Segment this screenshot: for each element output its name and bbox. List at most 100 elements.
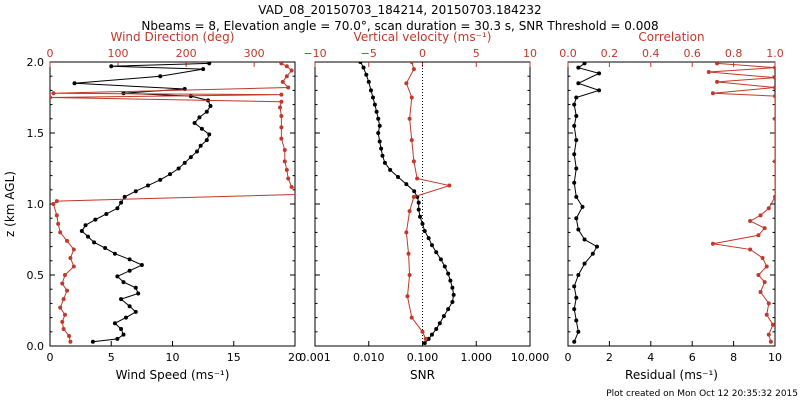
data-point bbox=[574, 95, 579, 100]
data-point bbox=[380, 153, 385, 158]
data-point bbox=[103, 246, 108, 251]
data-point bbox=[109, 64, 114, 69]
data-point bbox=[379, 146, 384, 151]
data-point bbox=[582, 261, 587, 266]
data-point bbox=[119, 200, 124, 205]
x-tick-label: 2 bbox=[606, 351, 613, 364]
data-point bbox=[442, 264, 447, 269]
data-point bbox=[748, 219, 753, 224]
panel-3: 0 2 4 6 8 10 Residual (ms⁻¹) 0.0 0.2 0.4 0.6 0.8 1.0… bbox=[559, 30, 784, 382]
data-point bbox=[146, 183, 150, 188]
data-point bbox=[404, 81, 409, 86]
data-point bbox=[572, 284, 577, 289]
data-point bbox=[62, 312, 67, 317]
data-point bbox=[361, 65, 366, 70]
plot-creation-footer: Plot created on Mon Oct 12 20:35:32 2015 bbox=[606, 389, 798, 399]
data-point bbox=[773, 194, 775, 199]
data-point bbox=[758, 290, 763, 295]
data-point bbox=[71, 247, 76, 252]
data-point bbox=[60, 319, 65, 324]
data-point bbox=[572, 180, 577, 185]
data-point bbox=[127, 268, 132, 273]
data-point bbox=[60, 281, 65, 286]
data-point bbox=[574, 138, 579, 143]
top-tick-label: 0.4 bbox=[642, 47, 660, 60]
data-point bbox=[760, 255, 765, 260]
top-tick-label: 0.0 bbox=[559, 47, 577, 60]
data-point bbox=[576, 65, 581, 70]
data-point bbox=[429, 243, 434, 248]
data-point bbox=[207, 132, 212, 137]
data-point bbox=[406, 251, 411, 256]
y-tick-label: 2.0 bbox=[27, 56, 45, 69]
data-point bbox=[368, 88, 373, 93]
data-point bbox=[590, 251, 595, 256]
x-tick-label: 0 bbox=[47, 351, 54, 364]
data-point bbox=[377, 123, 382, 128]
data-point bbox=[279, 125, 284, 130]
data-point bbox=[434, 326, 439, 331]
data-point bbox=[58, 230, 63, 235]
data-point bbox=[766, 301, 771, 306]
data-point bbox=[423, 336, 428, 341]
series-line bbox=[405, 62, 452, 340]
data-point bbox=[773, 94, 775, 99]
series-line bbox=[74, 62, 212, 343]
top-tick-label: 5 bbox=[473, 47, 480, 60]
data-point bbox=[136, 291, 141, 296]
series-correlation bbox=[706, 62, 775, 344]
data-point bbox=[576, 81, 581, 86]
data-point bbox=[773, 65, 775, 70]
data-point bbox=[192, 121, 197, 126]
data-point bbox=[56, 221, 61, 226]
x-tick-label: 0 bbox=[565, 351, 572, 364]
data-point bbox=[188, 155, 193, 160]
x-tick-label: 1.000 bbox=[461, 351, 493, 364]
top-tick-label: 0.2 bbox=[601, 47, 619, 60]
data-point bbox=[280, 79, 285, 84]
data-point bbox=[372, 102, 377, 107]
x-tick-label: 5 bbox=[108, 351, 115, 364]
data-point bbox=[770, 322, 775, 327]
data-point bbox=[574, 194, 579, 199]
data-point bbox=[407, 209, 412, 214]
data-point bbox=[71, 264, 76, 269]
data-point bbox=[422, 341, 427, 346]
top-axis-label: Correlation bbox=[638, 30, 704, 44]
data-point bbox=[279, 92, 284, 97]
data-point bbox=[764, 312, 769, 317]
data-point bbox=[758, 213, 763, 218]
top-tick-label: 0.6 bbox=[683, 47, 701, 60]
data-point bbox=[446, 271, 451, 276]
data-point bbox=[133, 309, 138, 314]
data-point bbox=[582, 62, 587, 66]
data-point bbox=[416, 200, 421, 205]
series-line bbox=[50, 62, 295, 342]
top-tick-label: 200 bbox=[176, 47, 197, 60]
figure-title: VAD_08_20150703_184214, 20150703.184232 bbox=[258, 3, 541, 17]
panel-2: 0.001 0.010 0.100 1.000 10.000 SNR −10 −5 0 5 10 Ve… bbox=[299, 30, 549, 382]
data-point bbox=[748, 247, 753, 252]
data-point bbox=[706, 69, 711, 74]
data-point bbox=[572, 339, 577, 344]
data-point bbox=[773, 85, 775, 90]
data-point bbox=[358, 62, 363, 64]
data-point bbox=[412, 189, 417, 194]
data-point bbox=[204, 109, 209, 114]
data-point bbox=[50, 95, 52, 100]
data-point bbox=[284, 74, 289, 79]
data-point bbox=[404, 230, 409, 235]
x-tick-label: 8 bbox=[730, 351, 737, 364]
data-point bbox=[54, 199, 59, 204]
series-wind-direction bbox=[50, 62, 295, 344]
data-point bbox=[580, 204, 585, 209]
y-tick-label: 0.0 bbox=[27, 340, 45, 353]
data-point bbox=[407, 116, 412, 121]
data-point bbox=[61, 297, 66, 302]
data-point bbox=[289, 68, 294, 73]
data-point bbox=[576, 227, 581, 232]
data-point bbox=[411, 67, 416, 72]
data-point bbox=[72, 81, 77, 86]
data-point bbox=[426, 236, 431, 241]
